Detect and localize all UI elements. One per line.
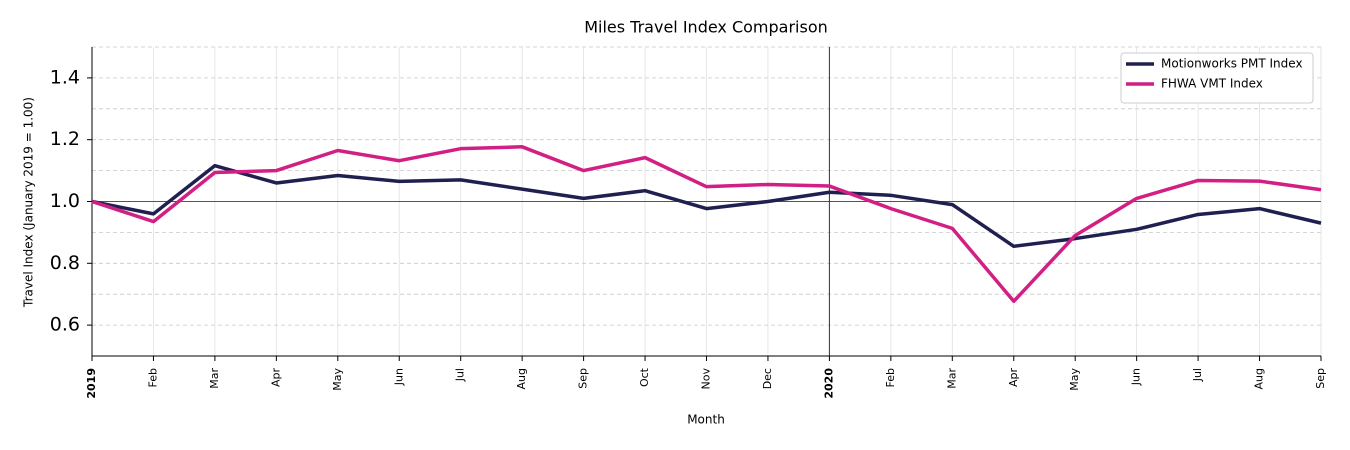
x-tick-label: Aug <box>1253 368 1266 389</box>
x-tick-label: Mar <box>208 368 221 389</box>
legend: Motionworks PMT Index FHWA VMT Index <box>1120 52 1314 104</box>
series-line <box>91 145 1322 304</box>
x-tick-label: 2019 <box>85 368 98 399</box>
x-tick-label: Feb <box>884 368 897 387</box>
x-tick-label: 2020 <box>822 368 835 399</box>
x-tick-label: Sep <box>1314 368 1327 389</box>
y-tick-label: 0.8 <box>50 252 80 274</box>
legend-box <box>1120 52 1314 104</box>
y-tick-label: 0.6 <box>50 314 80 336</box>
x-tick-label: Feb <box>146 368 159 387</box>
x-tick-label: Oct <box>638 367 651 387</box>
x-tick-label: Jul <box>454 368 467 382</box>
x-tick-label: May <box>331 368 344 391</box>
legend-label: Motionworks PMT Index <box>1161 57 1303 71</box>
x-tick-label: Sep <box>577 368 590 389</box>
series-line <box>91 163 1322 249</box>
legend-label: FHWA VMT Index <box>1161 77 1263 91</box>
chart-title: Miles Travel Index Comparison <box>584 18 828 37</box>
x-tick-label: Mar <box>945 368 958 389</box>
x-tick-label: Jun <box>392 368 405 386</box>
x-tick-label: Apr <box>1007 368 1020 388</box>
y-tick-label: 1.0 <box>50 190 80 212</box>
x-tick-label: Apr <box>269 368 282 388</box>
y-tick-label: 1.2 <box>50 128 80 150</box>
y-axis-label: Travel Index (January 2019 = 1.00) <box>22 97 36 308</box>
x-tick-label: May <box>1068 368 1081 391</box>
x-axis-label: Month <box>687 413 725 427</box>
x-tick-label: Dec <box>761 368 774 389</box>
x-tick-label: Aug <box>515 368 528 389</box>
x-tick-label: Jun <box>1130 368 1143 386</box>
x-tick-label: Jul <box>1191 368 1204 382</box>
x-tick-label: Nov <box>700 368 713 390</box>
y-tick-label: 1.4 <box>50 66 80 88</box>
